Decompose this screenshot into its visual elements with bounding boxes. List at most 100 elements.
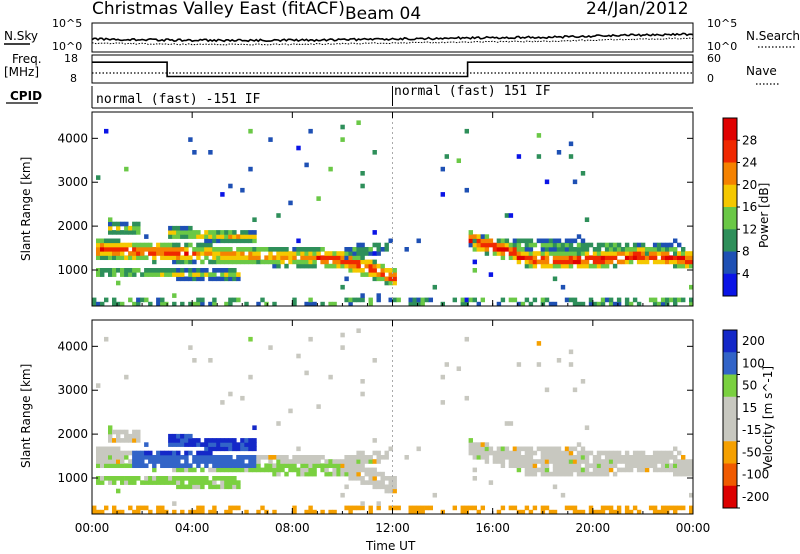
velocity-cell	[252, 425, 257, 431]
velocity-cell	[284, 471, 289, 477]
power-cell	[669, 247, 674, 252]
power-cell	[360, 293, 365, 298]
velocity-cell	[576, 509, 582, 515]
velocity-cell	[689, 505, 694, 511]
power-cell	[612, 247, 618, 252]
velocity-cell	[520, 446, 526, 452]
velocity-cell	[576, 463, 582, 469]
velocity-cell	[276, 459, 281, 464]
velocity-cell	[140, 505, 145, 511]
velocity-cell	[520, 455, 526, 460]
velocity-cell	[360, 476, 365, 481]
velocity-cell	[100, 509, 105, 515]
velocity-cell	[548, 509, 554, 515]
velocity-cell	[464, 395, 470, 401]
velocity-cell	[136, 505, 141, 511]
velocity-cell	[212, 463, 217, 469]
velocity-cell	[188, 438, 193, 443]
power-cell	[648, 297, 654, 303]
power-cell	[580, 171, 586, 176]
power-cell	[372, 230, 377, 235]
power-cell	[176, 242, 181, 248]
power-cell	[568, 259, 574, 265]
power-cell	[168, 251, 173, 256]
velocity-cell	[172, 442, 177, 447]
velocity-cell	[356, 455, 361, 460]
velocity-cell	[104, 450, 109, 456]
power-cell	[160, 272, 165, 277]
velocity-cell	[681, 467, 686, 473]
power-cell	[588, 263, 594, 269]
velocity-cell	[456, 366, 462, 372]
power-cell	[224, 272, 229, 277]
power-cell	[552, 242, 558, 248]
velocity-cell	[560, 455, 566, 460]
velocity-cell	[288, 463, 293, 469]
power-cell	[484, 238, 490, 244]
velocity-cell	[496, 446, 502, 452]
power-cell	[548, 301, 554, 307]
power-cell	[480, 238, 486, 244]
velocity-cell	[656, 467, 662, 473]
power-cell	[376, 297, 381, 303]
velocity-cell	[552, 471, 558, 477]
velocity-cell	[665, 467, 670, 473]
power-cell	[184, 242, 189, 248]
noise-series	[91, 32, 694, 46]
velocity-cell	[184, 433, 189, 439]
power-cell	[328, 255, 333, 261]
velocity-cell	[232, 476, 237, 481]
power-cell	[172, 259, 177, 265]
power-cell	[204, 251, 209, 256]
power-cell	[172, 255, 177, 261]
power-cell	[204, 234, 209, 239]
velocity-cell	[296, 455, 301, 460]
power-cell	[304, 301, 309, 307]
power-cell	[572, 255, 578, 261]
power-cell	[308, 259, 313, 265]
velocity-cell	[500, 463, 506, 469]
power-cell	[484, 234, 490, 239]
power-cell	[332, 251, 337, 256]
power-cell	[96, 242, 101, 248]
velocity-cell	[208, 442, 213, 447]
velocity-cell	[360, 501, 365, 506]
velocity-cell	[112, 446, 117, 452]
velocity-cell	[168, 450, 173, 456]
power-cell	[669, 255, 674, 261]
velocity-cell	[188, 476, 193, 481]
velocity-cell	[188, 484, 193, 490]
date-label: 24/Jan/2012	[586, 0, 689, 19]
velocity-cell	[228, 484, 233, 490]
power-cell	[96, 247, 101, 252]
power-cell	[580, 247, 586, 252]
velocity-cell	[148, 476, 153, 481]
power-cell	[188, 225, 193, 231]
power-cell	[600, 251, 606, 256]
power-cell	[308, 301, 313, 307]
velocity-cell	[104, 459, 109, 464]
velocity-heatmap	[92, 320, 694, 515]
power-cell	[152, 272, 157, 277]
power-cell	[544, 242, 550, 248]
power-cell	[644, 255, 650, 261]
power-cell	[584, 247, 590, 252]
power-cell	[120, 268, 125, 273]
power-cell	[180, 301, 185, 307]
velocity-cell	[192, 476, 197, 481]
velocity-cell	[564, 471, 570, 477]
power-heatmap	[92, 112, 694, 307]
x-tick-label: 04:00	[175, 521, 210, 535]
power-cell	[136, 268, 141, 273]
power-cell	[200, 272, 205, 277]
velocity-cell	[608, 450, 614, 456]
power-cell	[564, 297, 570, 303]
velocity-cell	[640, 455, 646, 460]
velocity-cell	[380, 455, 385, 460]
power-cell	[624, 255, 630, 261]
power-cell	[128, 242, 133, 248]
velocity-cell	[344, 484, 349, 490]
velocity-cell	[304, 455, 309, 460]
velocity-cell	[116, 446, 121, 452]
velocity-cell	[244, 509, 249, 515]
